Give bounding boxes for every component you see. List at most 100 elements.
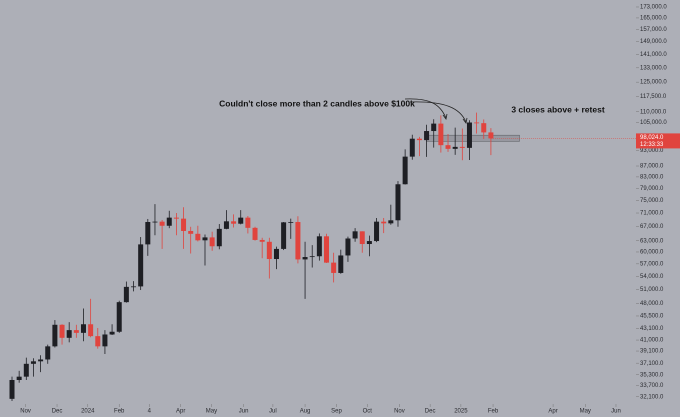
candle-body bbox=[452, 146, 458, 149]
x-tick-label: Feb bbox=[488, 409, 499, 415]
candle-body bbox=[80, 324, 86, 333]
annotation: Couldn't close more than 2 candles above… bbox=[219, 98, 415, 108]
candle-body bbox=[66, 330, 72, 338]
candle-body bbox=[309, 256, 315, 258]
candle-body bbox=[445, 145, 451, 149]
candle-body bbox=[73, 330, 79, 333]
annotation: 3 closes above + retest bbox=[511, 104, 604, 114]
candle-body bbox=[173, 217, 179, 219]
candle-body bbox=[9, 379, 15, 399]
y-tick-label: 48,000.0 bbox=[640, 301, 664, 307]
candle-body bbox=[431, 123, 437, 132]
candle-body bbox=[195, 233, 201, 241]
y-tick-label: 117,500.0 bbox=[640, 94, 667, 100]
y-tick-label: 110,000.0 bbox=[640, 109, 667, 115]
candle-body bbox=[109, 331, 115, 335]
candle-body bbox=[138, 244, 144, 287]
candle-body bbox=[488, 132, 494, 139]
arrow-head bbox=[462, 117, 468, 124]
countdown: 12:33:33 bbox=[640, 142, 664, 148]
arrow bbox=[409, 101, 467, 123]
candle-body bbox=[238, 217, 244, 224]
candle-body bbox=[166, 217, 172, 226]
candle-body bbox=[231, 221, 237, 224]
x-tick-label: Jun bbox=[239, 409, 249, 415]
x-tick-label: 4 bbox=[148, 409, 152, 415]
candle-body bbox=[131, 286, 137, 288]
candle-body bbox=[259, 239, 265, 242]
y-tick-label: 54,000.0 bbox=[640, 274, 664, 280]
candle-body bbox=[59, 324, 65, 338]
last-price-label: 98,024.0 bbox=[640, 135, 664, 141]
candle-body bbox=[331, 262, 337, 273]
candle-body bbox=[395, 184, 401, 221]
x-tick-label: Jun bbox=[611, 409, 621, 415]
y-tick-label: 39,100.0 bbox=[640, 349, 664, 355]
candle-body bbox=[45, 346, 51, 360]
y-tick-label: 71,000.0 bbox=[640, 211, 664, 217]
candle-body bbox=[116, 302, 122, 332]
candle-body bbox=[474, 122, 480, 124]
candle-body bbox=[159, 221, 165, 226]
candle-body bbox=[352, 231, 358, 239]
candle-body bbox=[216, 228, 222, 247]
y-tick-label: 79,000.0 bbox=[640, 186, 664, 192]
x-tick-label: May bbox=[206, 409, 217, 415]
candle-body bbox=[252, 227, 258, 240]
x-tick-label: Apr bbox=[548, 409, 557, 415]
x-tick-label: Nov bbox=[20, 409, 31, 415]
candle-body bbox=[181, 218, 187, 231]
candle-body bbox=[209, 237, 215, 247]
candle-body bbox=[145, 221, 151, 245]
candle-body bbox=[102, 334, 108, 347]
candle-body bbox=[123, 286, 129, 303]
x-tick-label: Apr bbox=[176, 409, 185, 415]
candle-body bbox=[481, 123, 487, 133]
candle-body bbox=[402, 156, 408, 185]
candle-body bbox=[466, 122, 472, 148]
y-tick-label: 37,100.0 bbox=[640, 361, 664, 367]
y-tick-label: 87,000.0 bbox=[640, 164, 664, 170]
candle-body bbox=[374, 221, 380, 242]
y-tick-label: 45,500.0 bbox=[640, 314, 664, 320]
candle-body bbox=[281, 222, 287, 249]
candle-body bbox=[459, 146, 465, 148]
candle-body bbox=[366, 241, 372, 245]
x-tick-label: May bbox=[580, 409, 591, 415]
y-tick-label: 51,000.0 bbox=[640, 287, 664, 293]
arrow-head bbox=[442, 113, 448, 120]
candle-body bbox=[295, 221, 301, 260]
y-tick-label: 157,000.0 bbox=[640, 27, 667, 33]
candle-body bbox=[316, 236, 322, 257]
candle-body bbox=[23, 363, 29, 377]
x-tick-label: Dec bbox=[425, 409, 436, 415]
candle-body bbox=[273, 248, 279, 260]
candle-body bbox=[245, 217, 251, 228]
candle-body bbox=[266, 241, 272, 260]
y-tick-label: 33,700.0 bbox=[640, 383, 664, 389]
y-tick-label: 41,000.0 bbox=[640, 338, 664, 344]
candle-body bbox=[223, 221, 229, 229]
candle-body bbox=[359, 231, 365, 245]
candle-body bbox=[416, 138, 422, 141]
y-tick-label: 105,000.0 bbox=[640, 120, 667, 126]
y-tick-label: 133,000.0 bbox=[640, 65, 667, 71]
candle-body bbox=[88, 324, 94, 337]
x-tick-label: Feb bbox=[114, 409, 125, 415]
x-tick-label: Sep bbox=[331, 409, 342, 415]
candle-body bbox=[188, 230, 194, 234]
candle-body bbox=[345, 238, 351, 256]
y-tick-label: 67,000.0 bbox=[640, 224, 664, 230]
candle-body bbox=[52, 324, 58, 347]
candle-body bbox=[302, 257, 308, 260]
candle-body bbox=[30, 361, 36, 364]
candle-body bbox=[324, 236, 330, 263]
y-tick-label: 125,000.0 bbox=[640, 80, 667, 86]
candle-body bbox=[38, 359, 44, 362]
candle-body bbox=[152, 221, 158, 223]
y-tick-label: 93,000.0 bbox=[640, 148, 664, 154]
plot-area bbox=[9, 112, 520, 402]
candle-body bbox=[202, 237, 208, 241]
candle-body bbox=[338, 255, 344, 273]
